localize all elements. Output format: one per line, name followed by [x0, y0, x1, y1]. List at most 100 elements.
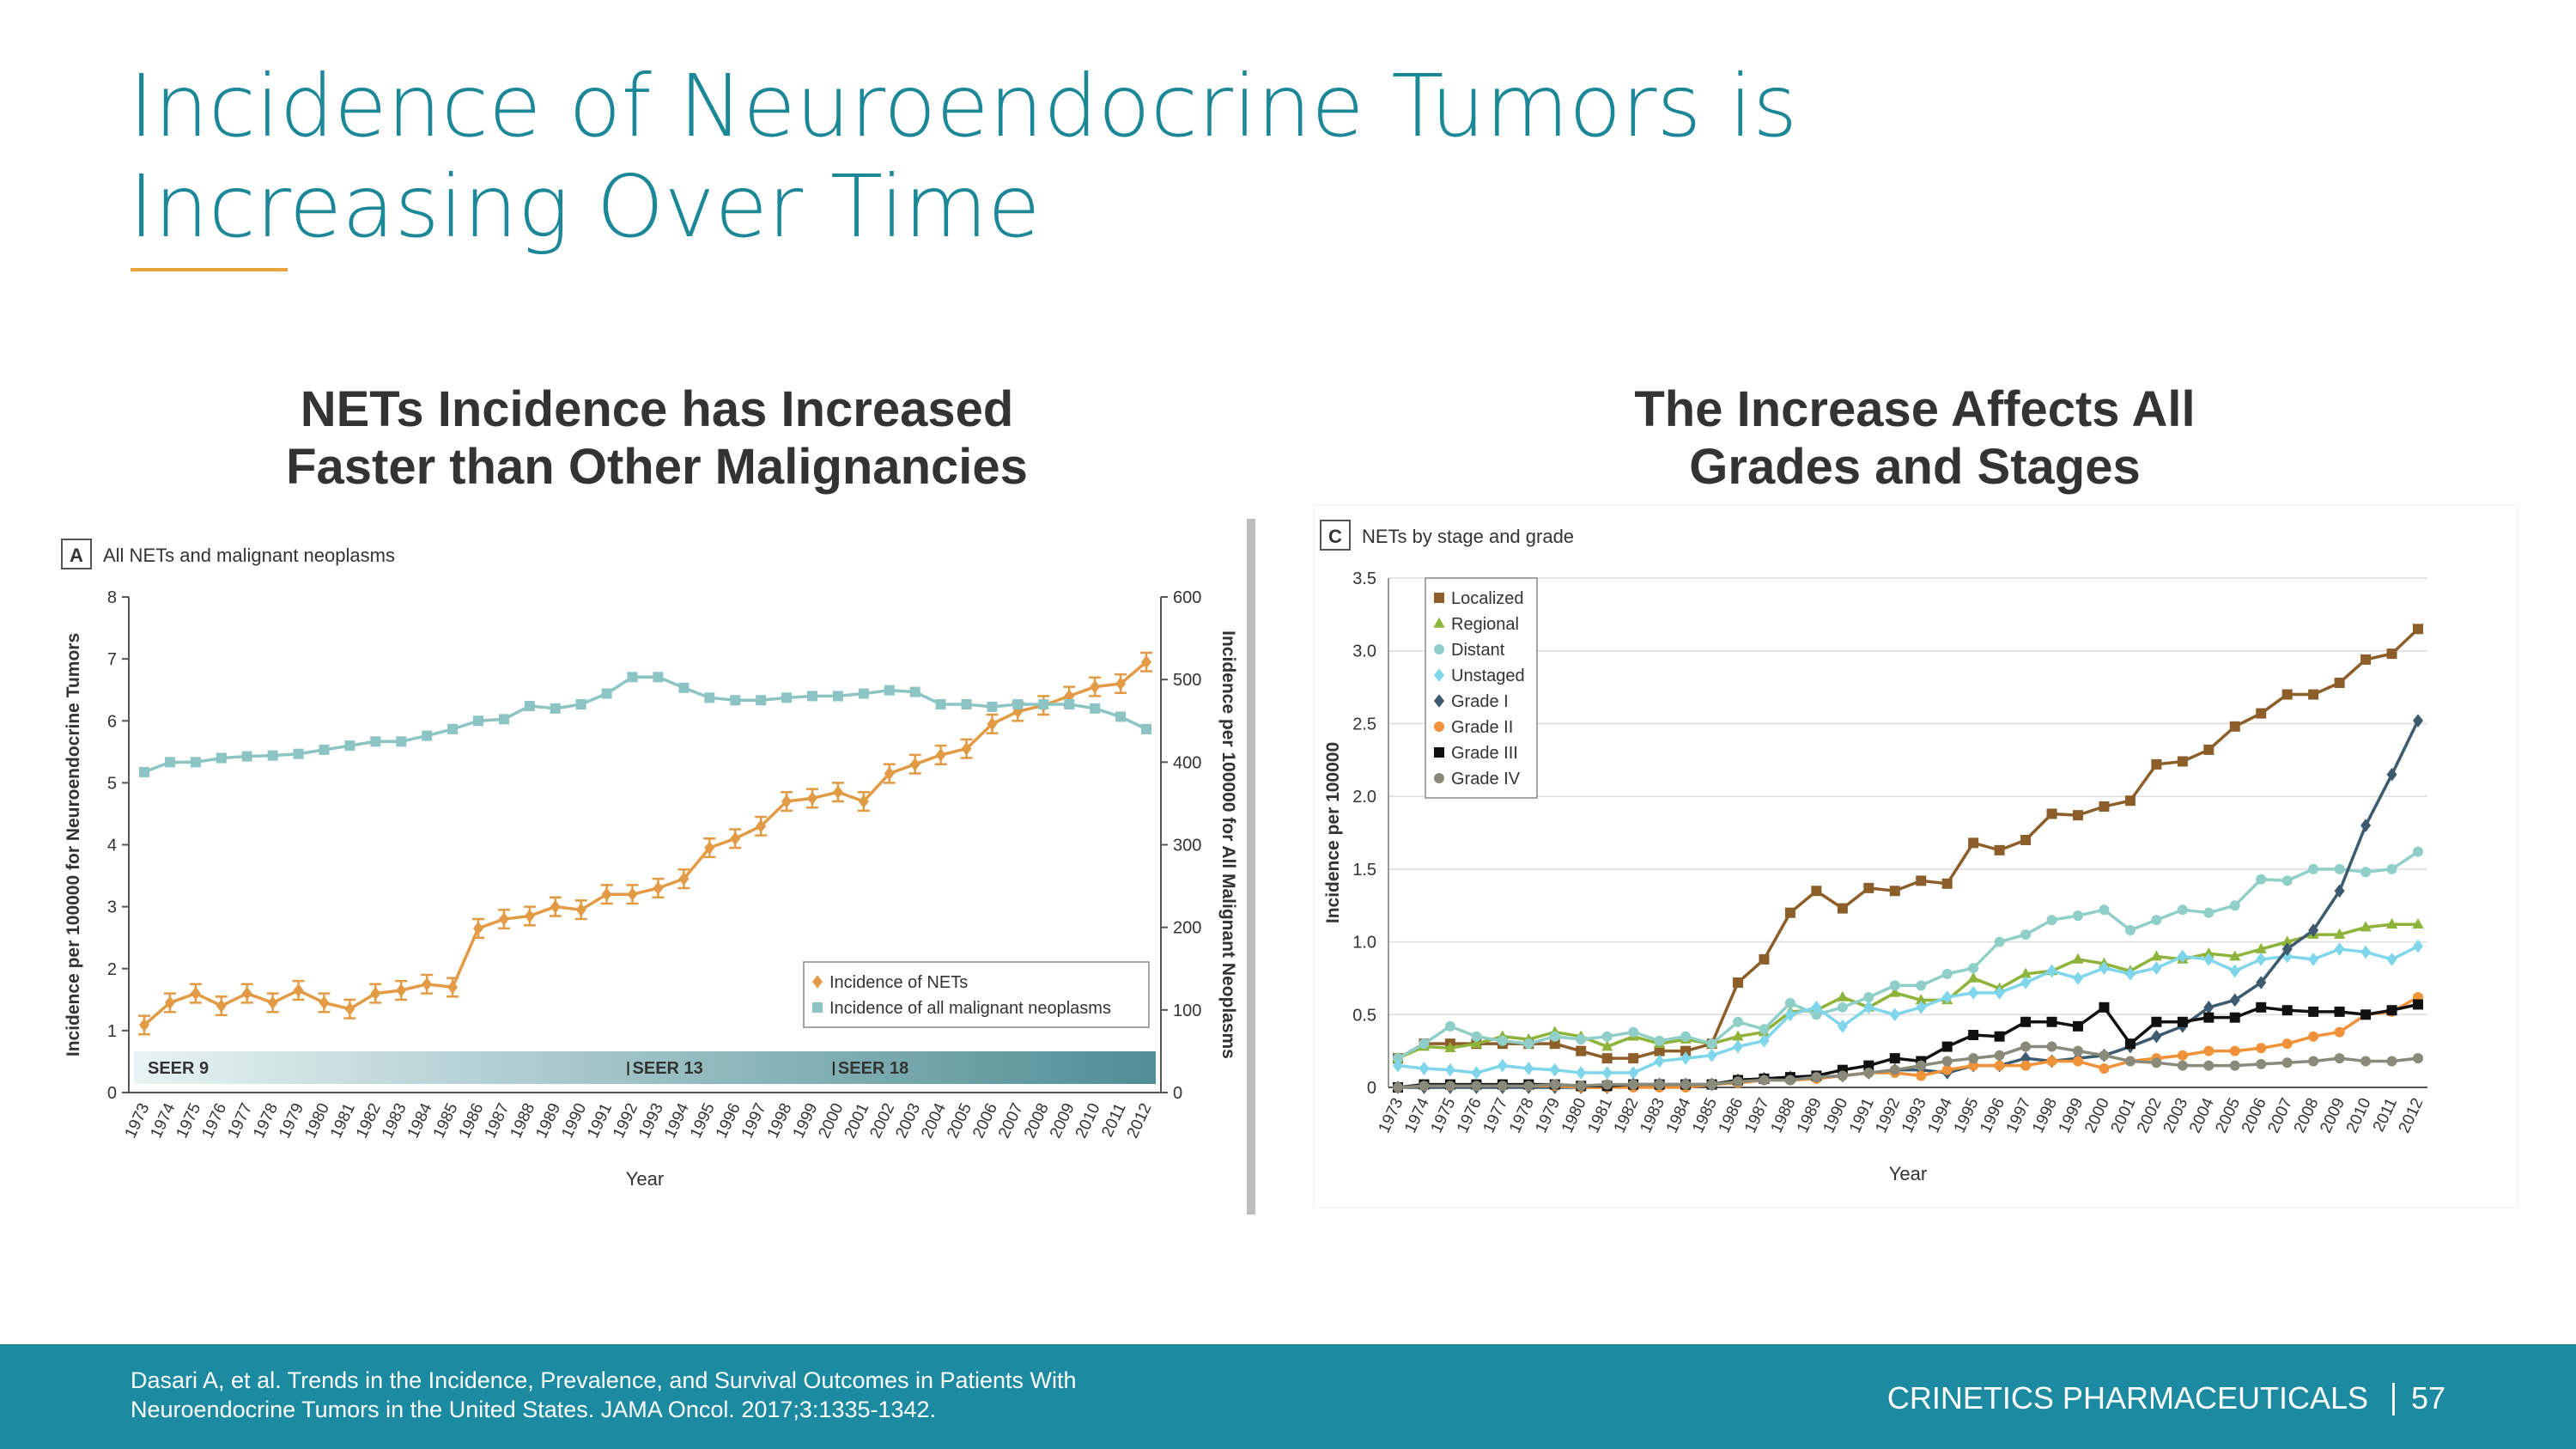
data-point	[1419, 1081, 1430, 1092]
data-point	[2203, 1045, 2215, 1056]
data-point	[2124, 1056, 2136, 1067]
data-point	[2073, 1045, 2083, 1056]
data-point	[1941, 1064, 1953, 1075]
data-point	[422, 730, 433, 741]
data-point	[2151, 1016, 2162, 1027]
data-point	[1628, 1026, 1639, 1038]
x-axis-title: Year	[1889, 1163, 1927, 1184]
era-marker	[832, 1062, 835, 1075]
data-point	[1733, 1016, 1743, 1027]
data-point	[2203, 953, 2215, 966]
data-point	[2177, 756, 2188, 767]
data-point	[447, 723, 459, 734]
data-point	[1941, 1041, 1953, 1052]
legend-label: Incidence of NETs	[829, 973, 968, 992]
data-point	[2360, 945, 2372, 959]
data-point	[2256, 1058, 2267, 1069]
data-point	[2308, 953, 2319, 966]
data-point	[241, 986, 252, 1001]
data-point	[1654, 1054, 1665, 1068]
data-point	[935, 748, 946, 762]
data-point	[447, 980, 459, 995]
panel-title: All NETs and malignant neoplasms	[103, 545, 395, 566]
panel-title: NETs by stage and grade	[1362, 526, 1574, 547]
data-point	[2334, 942, 2345, 956]
data-point	[1523, 1062, 1534, 1075]
data-point	[1732, 1030, 1744, 1041]
data-point	[1523, 1081, 1534, 1092]
data-point	[2281, 1038, 2293, 1050]
data-point	[1680, 1079, 1692, 1090]
data-point	[1706, 1048, 1717, 1062]
data-point	[473, 715, 483, 727]
legend-marker	[1434, 721, 1444, 732]
data-point	[1889, 1064, 1900, 1075]
data-point	[2281, 942, 2293, 956]
data-point	[1784, 907, 1795, 918]
legend-label: Grade III	[1451, 744, 1518, 763]
data-point	[2412, 918, 2424, 929]
data-point	[1549, 1038, 1560, 1050]
data-point	[2229, 1045, 2240, 1056]
legend-label: Grade IV	[1451, 770, 1521, 788]
data-point	[2413, 714, 2423, 728]
data-point	[1141, 723, 1151, 734]
chart-heading: NETs Incidence has Increased	[301, 381, 1014, 437]
data-point	[1012, 699, 1024, 710]
data-point	[1601, 1031, 1613, 1042]
data-point	[164, 995, 175, 1010]
data-point	[781, 692, 793, 703]
data-point	[1759, 1075, 1770, 1086]
panel-divider	[1247, 519, 1255, 1215]
legend-marker	[812, 1002, 823, 1013]
data-point	[1706, 1038, 1717, 1050]
data-point	[2308, 863, 2319, 874]
panel-box	[1320, 520, 1351, 551]
data-point	[1941, 968, 1953, 979]
y-tick-label: 0	[1367, 1079, 1376, 1098]
data-point	[1837, 1020, 1848, 1033]
data-point	[2334, 928, 2346, 939]
data-point	[1863, 1060, 1874, 1071]
chart-panel	[56, 514, 1254, 1215]
data-point	[1889, 1053, 1900, 1064]
y-tick-label: 3.5	[1352, 569, 1376, 588]
data-point	[884, 766, 895, 781]
data-point	[961, 699, 972, 710]
legend-box	[803, 961, 1150, 1028]
data-point	[1733, 1039, 1743, 1054]
data-point	[2229, 1060, 2240, 1071]
series-line	[1397, 850, 2419, 1060]
data-point	[1994, 1031, 2005, 1042]
data-point	[2073, 910, 2083, 922]
data-point	[2151, 915, 2162, 926]
data-point	[1444, 1042, 1456, 1053]
data-point	[2020, 967, 2032, 978]
data-point	[1576, 1081, 1587, 1092]
data-point	[1784, 1008, 1795, 1022]
y2-axis-title: Incidence per 100000 for All Malignant N…	[1218, 630, 1238, 1059]
data-point	[2124, 967, 2136, 981]
data-point	[1393, 1082, 1403, 1093]
data-point	[1470, 1037, 1482, 1048]
data-point	[1393, 1058, 1403, 1073]
data-point	[2124, 795, 2136, 807]
data-point	[1837, 990, 1849, 1002]
data-point	[961, 741, 972, 756]
data-point	[2046, 964, 2057, 978]
legend-label: Grade I	[1451, 692, 1509, 711]
data-point	[627, 887, 638, 901]
data-point	[2151, 961, 2162, 975]
data-point	[498, 912, 509, 926]
data-point	[2124, 1038, 2136, 1050]
data-point	[2099, 1050, 2110, 1061]
data-point	[1601, 1066, 1613, 1080]
data-point	[2151, 1029, 2162, 1044]
data-point	[2099, 961, 2110, 975]
slide-title: Incidence of Neuroendocrine Tumors is	[129, 56, 1797, 156]
data-point	[1863, 991, 1874, 1002]
data-point	[2229, 1012, 2240, 1023]
data-point	[2046, 1016, 2057, 1027]
data-point	[2177, 1050, 2188, 1061]
data-point	[2281, 875, 2293, 886]
